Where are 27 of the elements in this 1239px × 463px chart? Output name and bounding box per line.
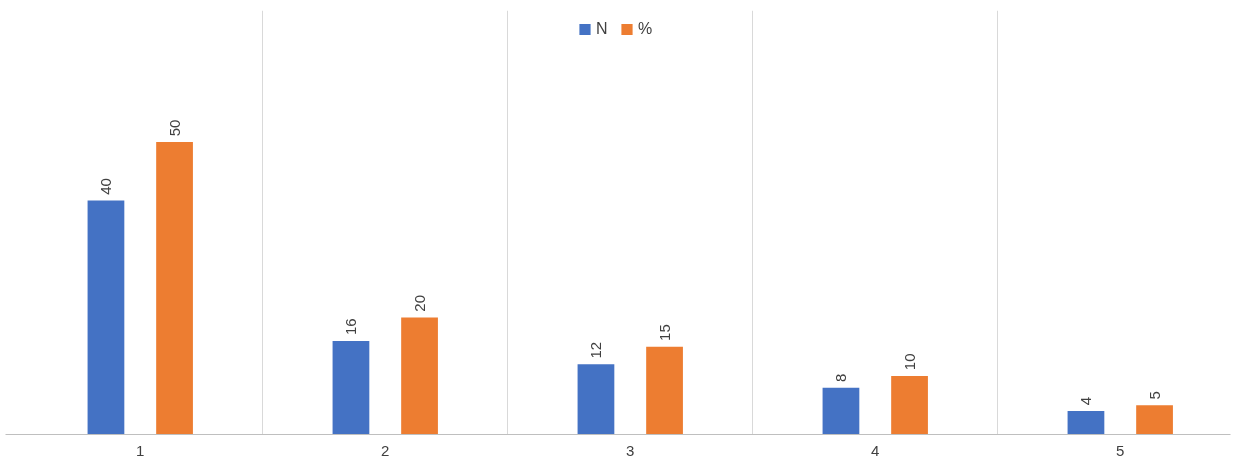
bar [332, 340, 370, 435]
bar [1136, 405, 1173, 435]
data-label: 15 [655, 324, 673, 341]
data-label: 16 [341, 318, 359, 336]
x-tick-label: 4 [871, 441, 880, 459]
data-label: 5 [1145, 391, 1163, 400]
x-tick-label: 5 [1116, 441, 1125, 459]
legend-label: % [638, 20, 654, 38]
x-tick-label: 1 [136, 441, 145, 459]
x-tick-label: 3 [626, 441, 635, 459]
data-label: 10 [900, 353, 918, 371]
bar [891, 376, 928, 435]
bar [401, 317, 438, 435]
x-tick-label: 2 [381, 441, 390, 459]
data-label: 8 [831, 373, 849, 382]
bar [1067, 411, 1105, 435]
bar [577, 364, 615, 435]
data-label: 4 [1076, 396, 1094, 406]
data-label: 50 [165, 119, 183, 137]
bar [87, 200, 125, 435]
bar [156, 142, 193, 435]
legend-label: N [596, 20, 609, 38]
bar [646, 346, 683, 435]
bar [822, 387, 860, 435]
data-label: 12 [586, 341, 604, 359]
data-label: 20 [410, 295, 428, 312]
data-label: 40 [96, 178, 114, 195]
